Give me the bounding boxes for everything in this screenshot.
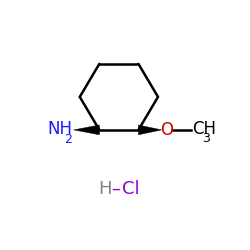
Text: NH: NH xyxy=(48,120,72,138)
Polygon shape xyxy=(74,125,99,135)
Text: O: O xyxy=(160,121,173,139)
Text: 2: 2 xyxy=(64,133,72,146)
Text: 3: 3 xyxy=(202,132,210,145)
Polygon shape xyxy=(138,125,162,135)
Text: CH: CH xyxy=(192,120,216,138)
Text: –: – xyxy=(112,180,120,198)
Text: Cl: Cl xyxy=(122,180,140,198)
Text: H: H xyxy=(99,180,112,198)
